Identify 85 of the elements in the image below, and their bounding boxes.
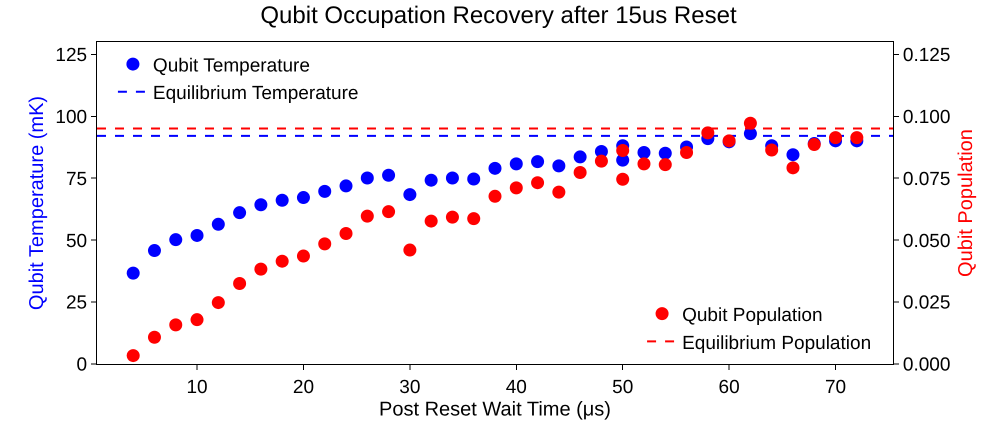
point [510, 181, 523, 194]
point [594, 154, 608, 168]
point [574, 166, 587, 180]
point [786, 148, 800, 162]
y-tick-label: 50 [66, 230, 88, 252]
point [276, 254, 289, 268]
y-tick-label: 0 [76, 354, 88, 376]
point [276, 194, 289, 207]
y2-tick-label: 0.100 [902, 106, 950, 128]
point [382, 205, 396, 218]
point [701, 126, 714, 140]
point [318, 184, 332, 198]
y2-tick-label: 0.000 [902, 354, 950, 376]
point [360, 210, 374, 223]
point [658, 146, 672, 160]
point [126, 349, 140, 362]
point [212, 218, 225, 231]
point [765, 143, 778, 156]
point [126, 266, 140, 280]
point [169, 233, 182, 246]
y-axis-title: Qubit Temperature (mK) [26, 96, 48, 310]
point [403, 244, 416, 257]
legend-label: Qubit Temperature [152, 55, 310, 76]
point [552, 159, 566, 172]
point [531, 155, 544, 168]
point [574, 150, 587, 164]
point [467, 172, 480, 186]
y-tick-label: 25 [66, 292, 88, 314]
point [190, 228, 204, 242]
legend-label: Equilibrium Temperature [152, 83, 358, 104]
point [488, 162, 502, 175]
point [637, 146, 650, 159]
x-tick-label: 10 [186, 376, 208, 398]
point [190, 313, 204, 326]
x-tick-label: 40 [506, 376, 527, 398]
point [424, 174, 438, 187]
point [340, 179, 353, 192]
point [616, 144, 630, 157]
y2-axis-title: Qubit Population [954, 129, 977, 277]
point [254, 262, 268, 276]
x-axis-title: Post Reset Wait Time (μs) [379, 398, 611, 420]
point [254, 198, 268, 212]
point [680, 146, 694, 159]
point [467, 212, 480, 226]
point [786, 161, 800, 174]
point [446, 210, 459, 224]
point [233, 277, 246, 290]
point [340, 226, 353, 240]
y2-tick-label: 0.075 [902, 168, 950, 190]
point [658, 158, 672, 172]
y-tick-label: 125 [55, 45, 88, 66]
point [296, 250, 310, 263]
point [616, 172, 630, 186]
x-tick-label: 60 [718, 376, 740, 398]
point [233, 206, 246, 220]
point [148, 330, 161, 344]
point [488, 190, 502, 203]
x-tick-label: 70 [824, 376, 846, 398]
y-tick-label: 75 [66, 168, 88, 190]
legend-label: Qubit Population [682, 305, 823, 326]
y2-tick-label: 0.125 [902, 45, 950, 66]
x-tick-label: 20 [292, 376, 314, 398]
y-tick-label: 100 [55, 106, 88, 128]
legend-label: Equilibrium Population [682, 332, 872, 354]
x-tick-label: 50 [612, 376, 634, 398]
chart-title: Qubit Occupation Recovery after 15us Reset [260, 2, 737, 30]
point [829, 131, 842, 144]
point [531, 176, 544, 190]
point [382, 168, 396, 182]
point [360, 171, 374, 184]
point [510, 157, 523, 170]
point [446, 171, 459, 184]
point [424, 214, 438, 228]
y2-tick-label: 0.050 [902, 230, 950, 252]
point [552, 186, 566, 199]
y2-tick-label: 0.025 [902, 292, 950, 314]
point [148, 244, 161, 258]
point [169, 318, 182, 332]
point [850, 131, 864, 144]
point [637, 157, 650, 170]
x-tick-label: 30 [399, 376, 420, 398]
point [403, 188, 416, 202]
point [212, 296, 225, 310]
point [296, 191, 310, 204]
point [318, 237, 332, 250]
